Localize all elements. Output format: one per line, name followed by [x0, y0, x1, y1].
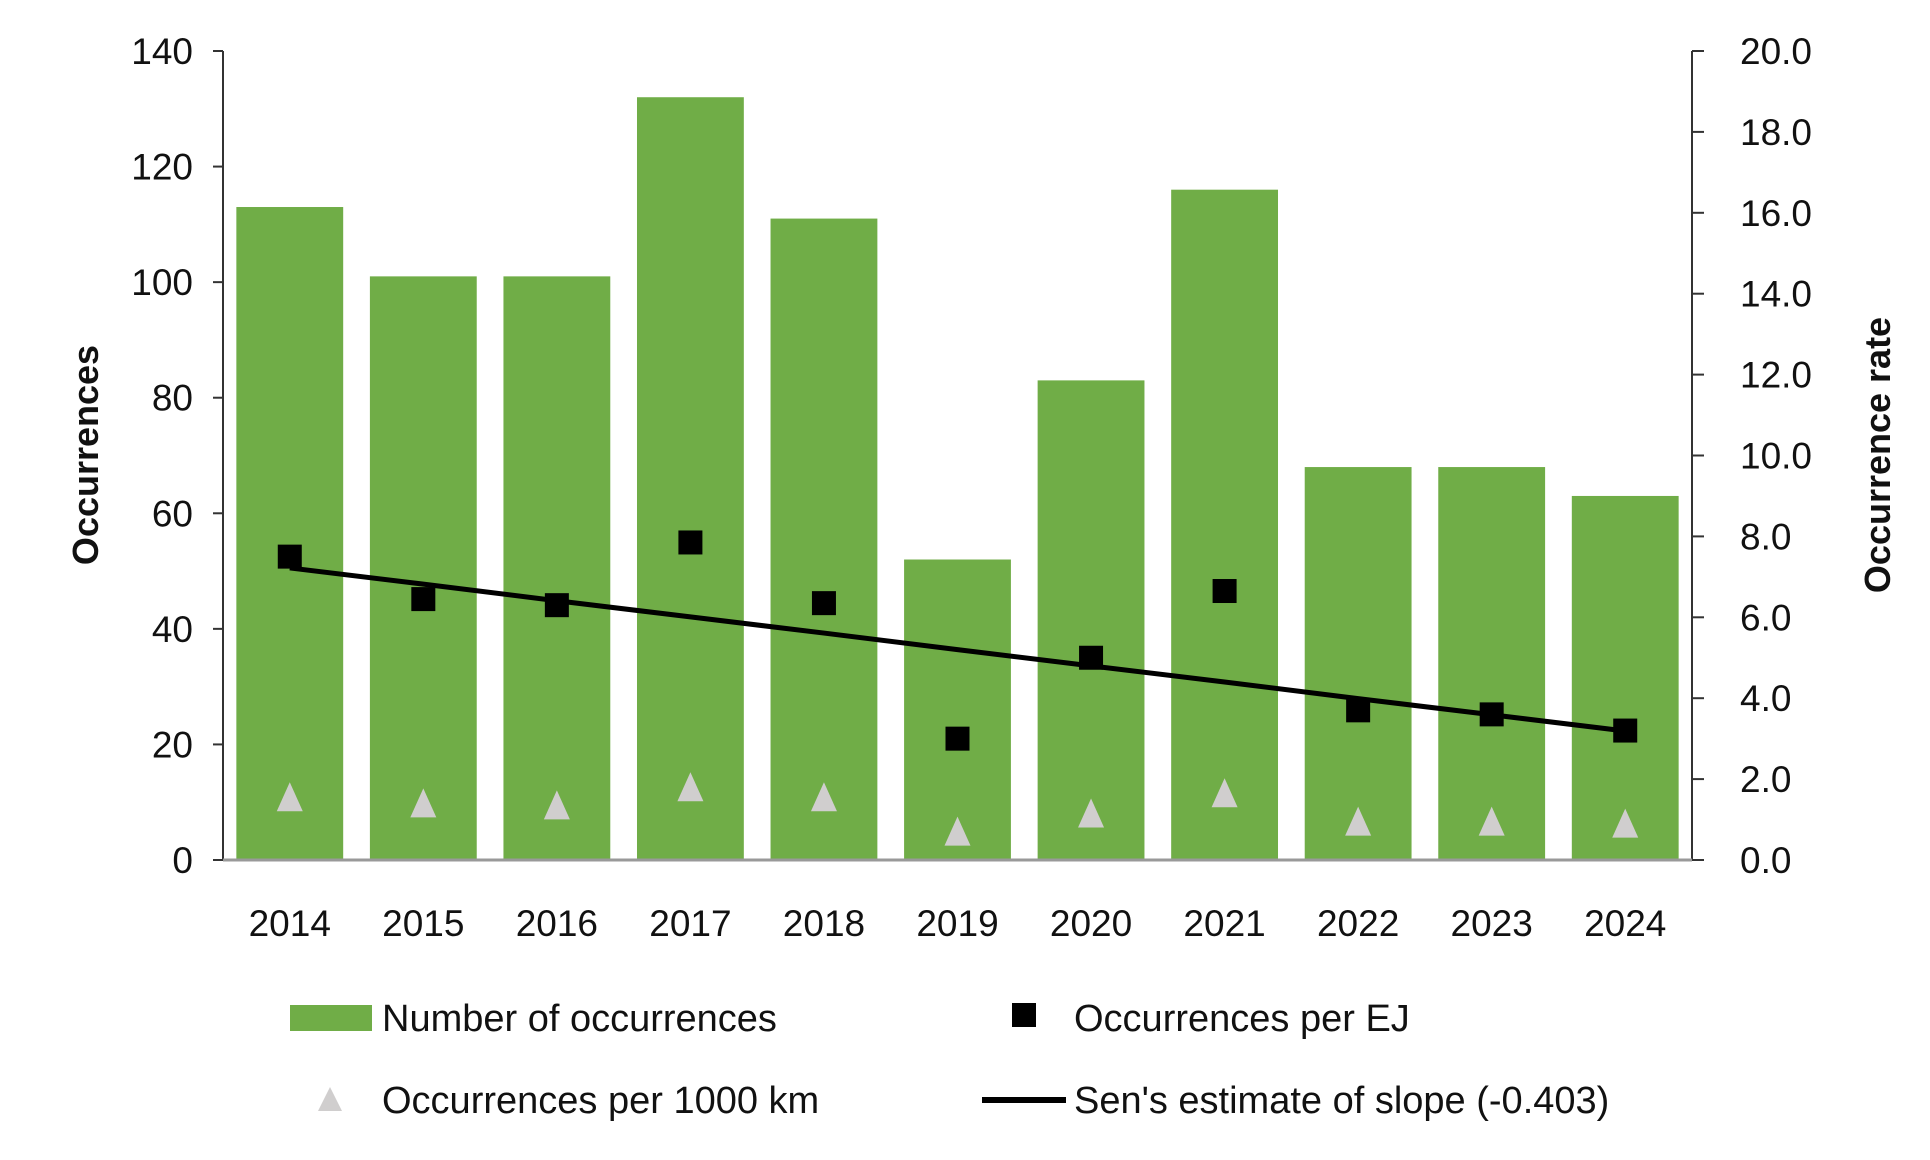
bar-2020 — [1037, 380, 1145, 860]
x-tick-label: 2017 — [649, 903, 731, 944]
y-tick-label: 40 — [152, 609, 193, 650]
y2-tick-label: 10.0 — [1740, 436, 1812, 477]
legend-swatch-square — [1012, 1003, 1036, 1027]
x-tick-label: 2023 — [1451, 903, 1533, 944]
x-tick-label: 2019 — [916, 903, 998, 944]
bar-2018 — [770, 218, 878, 861]
bar-2024 — [1571, 495, 1679, 860]
markers-group — [276, 530, 1639, 846]
x-tick-label: 2020 — [1050, 903, 1132, 944]
y-tick-label: 80 — [152, 378, 193, 419]
x-tick-label: 2014 — [249, 903, 331, 944]
legend-swatch-triangle — [318, 1087, 342, 1111]
y-tick-label: 20 — [152, 724, 193, 765]
y-tick-label: 140 — [131, 31, 193, 72]
triangle-marker-2022 — [1345, 806, 1372, 836]
x-tick-label: 2024 — [1584, 903, 1666, 944]
triangle-marker-2020 — [1078, 798, 1105, 828]
square-marker-2016 — [544, 593, 569, 618]
bar-2022 — [1304, 467, 1412, 860]
x-tick-label: 2016 — [516, 903, 598, 944]
triangle-marker-2014 — [276, 782, 303, 812]
triangle-marker-2018 — [810, 782, 837, 812]
axes-group: 0 20 40 60 80 100 120 140 0.0 2.0 4.0 6.0 8.0 10.0 12.… — [131, 31, 1812, 944]
y-tick-label: 0 — [172, 840, 193, 881]
y2-tick-label: 20.0 — [1740, 31, 1812, 72]
y-axis-label: Occurrences — [65, 345, 106, 565]
y2-axis-label: Occurrence rate — [1857, 317, 1898, 593]
bar-2017 — [636, 97, 744, 860]
square-marker-2023 — [1479, 702, 1504, 727]
bar-2023 — [1438, 467, 1546, 860]
square-marker-2018 — [811, 591, 836, 616]
y2-tick-label: 8.0 — [1740, 516, 1791, 557]
y-tick-label: 100 — [131, 262, 193, 303]
y2-tick-label: 14.0 — [1740, 274, 1812, 315]
x-tick-label: 2015 — [382, 903, 464, 944]
legend-label-square: Occurrences per EJ — [1074, 998, 1410, 1040]
square-marker-2015 — [411, 587, 436, 612]
square-marker-2014 — [277, 544, 302, 569]
square-marker-2019 — [945, 726, 970, 751]
triangle-marker-2021 — [1211, 778, 1238, 808]
y-tick-label: 120 — [131, 147, 193, 188]
triangle-marker-2017 — [677, 772, 704, 802]
x-tick-label: 2021 — [1183, 903, 1265, 944]
y2-tick-label: 6.0 — [1740, 597, 1791, 638]
sens-slope-line — [289, 565, 1626, 734]
bar-2014 — [236, 207, 344, 860]
bar-2019 — [904, 559, 1011, 860]
bar-2021 — [1171, 189, 1279, 860]
square-marker-2022 — [1346, 698, 1371, 723]
triangle-marker-2015 — [410, 788, 437, 818]
x-tick-label: 2022 — [1317, 903, 1399, 944]
triangle-marker-2023 — [1478, 806, 1505, 836]
square-marker-2024 — [1613, 718, 1638, 743]
legend-swatch-bars — [290, 1005, 372, 1031]
triangle-marker-2019 — [944, 816, 971, 846]
triangle-marker-2016 — [543, 790, 570, 820]
legend-label-bars: Number of occurrences — [382, 998, 777, 1040]
y-tick-label: 60 — [152, 493, 193, 534]
y2-tick-label: 2.0 — [1740, 759, 1791, 800]
y2-tick-label: 0.0 — [1740, 840, 1791, 881]
y2-tick-label: 16.0 — [1740, 193, 1812, 234]
legend-label-line: Sen's estimate of slope (-0.403) — [1074, 1080, 1609, 1122]
y2-tick-label: 12.0 — [1740, 355, 1812, 396]
slope-line-group — [289, 565, 1626, 734]
y2-tick-label: 18.0 — [1740, 112, 1812, 153]
square-marker-2017 — [678, 530, 703, 555]
bar-2015 — [369, 276, 477, 861]
y2-tick-label: 4.0 — [1740, 678, 1791, 719]
triangle-marker-2024 — [1612, 808, 1639, 838]
x-tick-label: 2018 — [783, 903, 865, 944]
legend: Number of occurrences Occurrences per EJ… — [290, 998, 1609, 1122]
bar-2016 — [503, 276, 611, 861]
bars-group — [236, 97, 1679, 861]
legend-label-triangle: Occurrences per 1000 km — [382, 1080, 819, 1122]
square-marker-2020 — [1079, 645, 1104, 670]
square-marker-2021 — [1212, 579, 1237, 604]
